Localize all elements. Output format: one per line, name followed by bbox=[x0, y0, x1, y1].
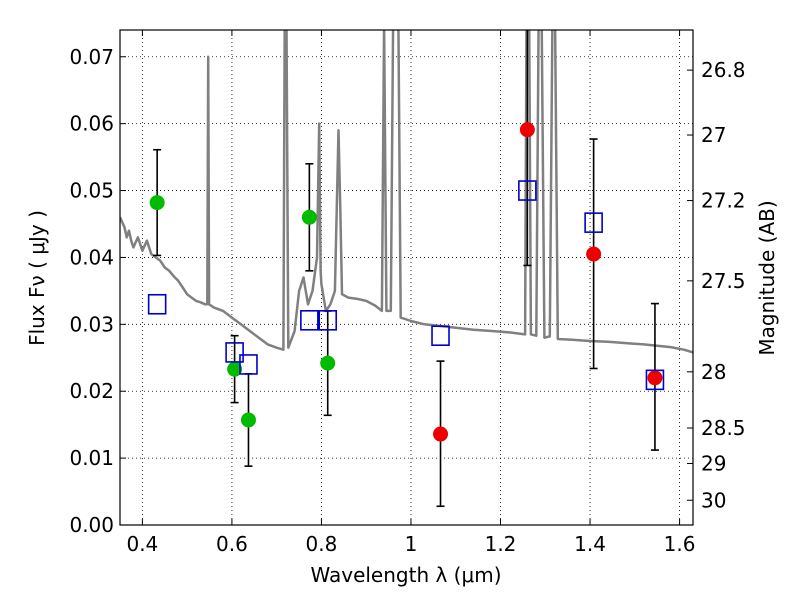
y-axis-label: Flux Fν ( μJy ) bbox=[25, 210, 49, 346]
error-bars bbox=[153, 30, 659, 508]
green-point bbox=[301, 209, 317, 225]
model-square bbox=[318, 310, 338, 331]
model-spectrum bbox=[120, 30, 693, 354]
green-point bbox=[240, 412, 256, 428]
plot-frame bbox=[119, 29, 694, 526]
right-tick-label: 28 bbox=[701, 360, 726, 384]
red-point bbox=[519, 122, 535, 138]
x-tick-label: 1.6 bbox=[664, 532, 696, 556]
green-point bbox=[227, 361, 243, 377]
model-square bbox=[300, 310, 319, 331]
x-tick-label: 0.8 bbox=[306, 532, 338, 556]
y-tick-label: 0.00 bbox=[69, 513, 114, 537]
right-tick-label: 30 bbox=[701, 488, 726, 512]
model-square bbox=[239, 354, 258, 375]
model-square bbox=[225, 342, 244, 363]
right-axis-label: Magnitude (AB) bbox=[755, 200, 779, 355]
model-square bbox=[584, 212, 603, 233]
x-tick-label: 1.2 bbox=[485, 532, 517, 556]
model-square bbox=[518, 180, 537, 201]
model-square bbox=[645, 369, 665, 391]
x-tick-label: 0.4 bbox=[126, 532, 158, 556]
green-point bbox=[320, 355, 336, 371]
y-tick-label: 0.01 bbox=[69, 446, 114, 470]
red-point bbox=[586, 246, 602, 262]
x-axis-label: Wavelength λ (μm) bbox=[310, 563, 501, 587]
y-tick-label: 0.05 bbox=[69, 179, 114, 203]
model-square bbox=[431, 325, 450, 346]
x-tick-label: 1.4 bbox=[574, 532, 606, 556]
right-tick-label: 26.8 bbox=[701, 58, 746, 82]
x-tick-label: 1 bbox=[405, 532, 418, 556]
y-tick-label: 0.03 bbox=[69, 312, 114, 336]
axis-ticks: 0.4 0.6 0.8 1 1.2 1.4 1.6 0.00 0.01 0.02 0.03 0.04 0… bbox=[69, 30, 746, 556]
red-point bbox=[433, 426, 449, 442]
right-tick-label: 27 bbox=[701, 123, 726, 147]
green-point bbox=[149, 195, 165, 211]
model-square bbox=[147, 293, 167, 315]
right-tick-label: 27.2 bbox=[701, 189, 746, 213]
data-markers bbox=[147, 122, 665, 442]
model-spectrum-line bbox=[120, 30, 693, 354]
y-tick-label: 0.07 bbox=[69, 45, 114, 69]
right-tick-label: 28.5 bbox=[701, 416, 746, 440]
x-tick-label: 0.6 bbox=[216, 532, 248, 556]
y-tick-label: 0.06 bbox=[69, 112, 114, 136]
y-tick-label: 0.04 bbox=[69, 245, 114, 269]
grid bbox=[120, 30, 693, 525]
y-tick-label: 0.02 bbox=[69, 379, 114, 403]
right-tick-label: 27.5 bbox=[701, 269, 746, 293]
red-point bbox=[647, 370, 663, 386]
right-tick-label: 29 bbox=[701, 451, 726, 475]
